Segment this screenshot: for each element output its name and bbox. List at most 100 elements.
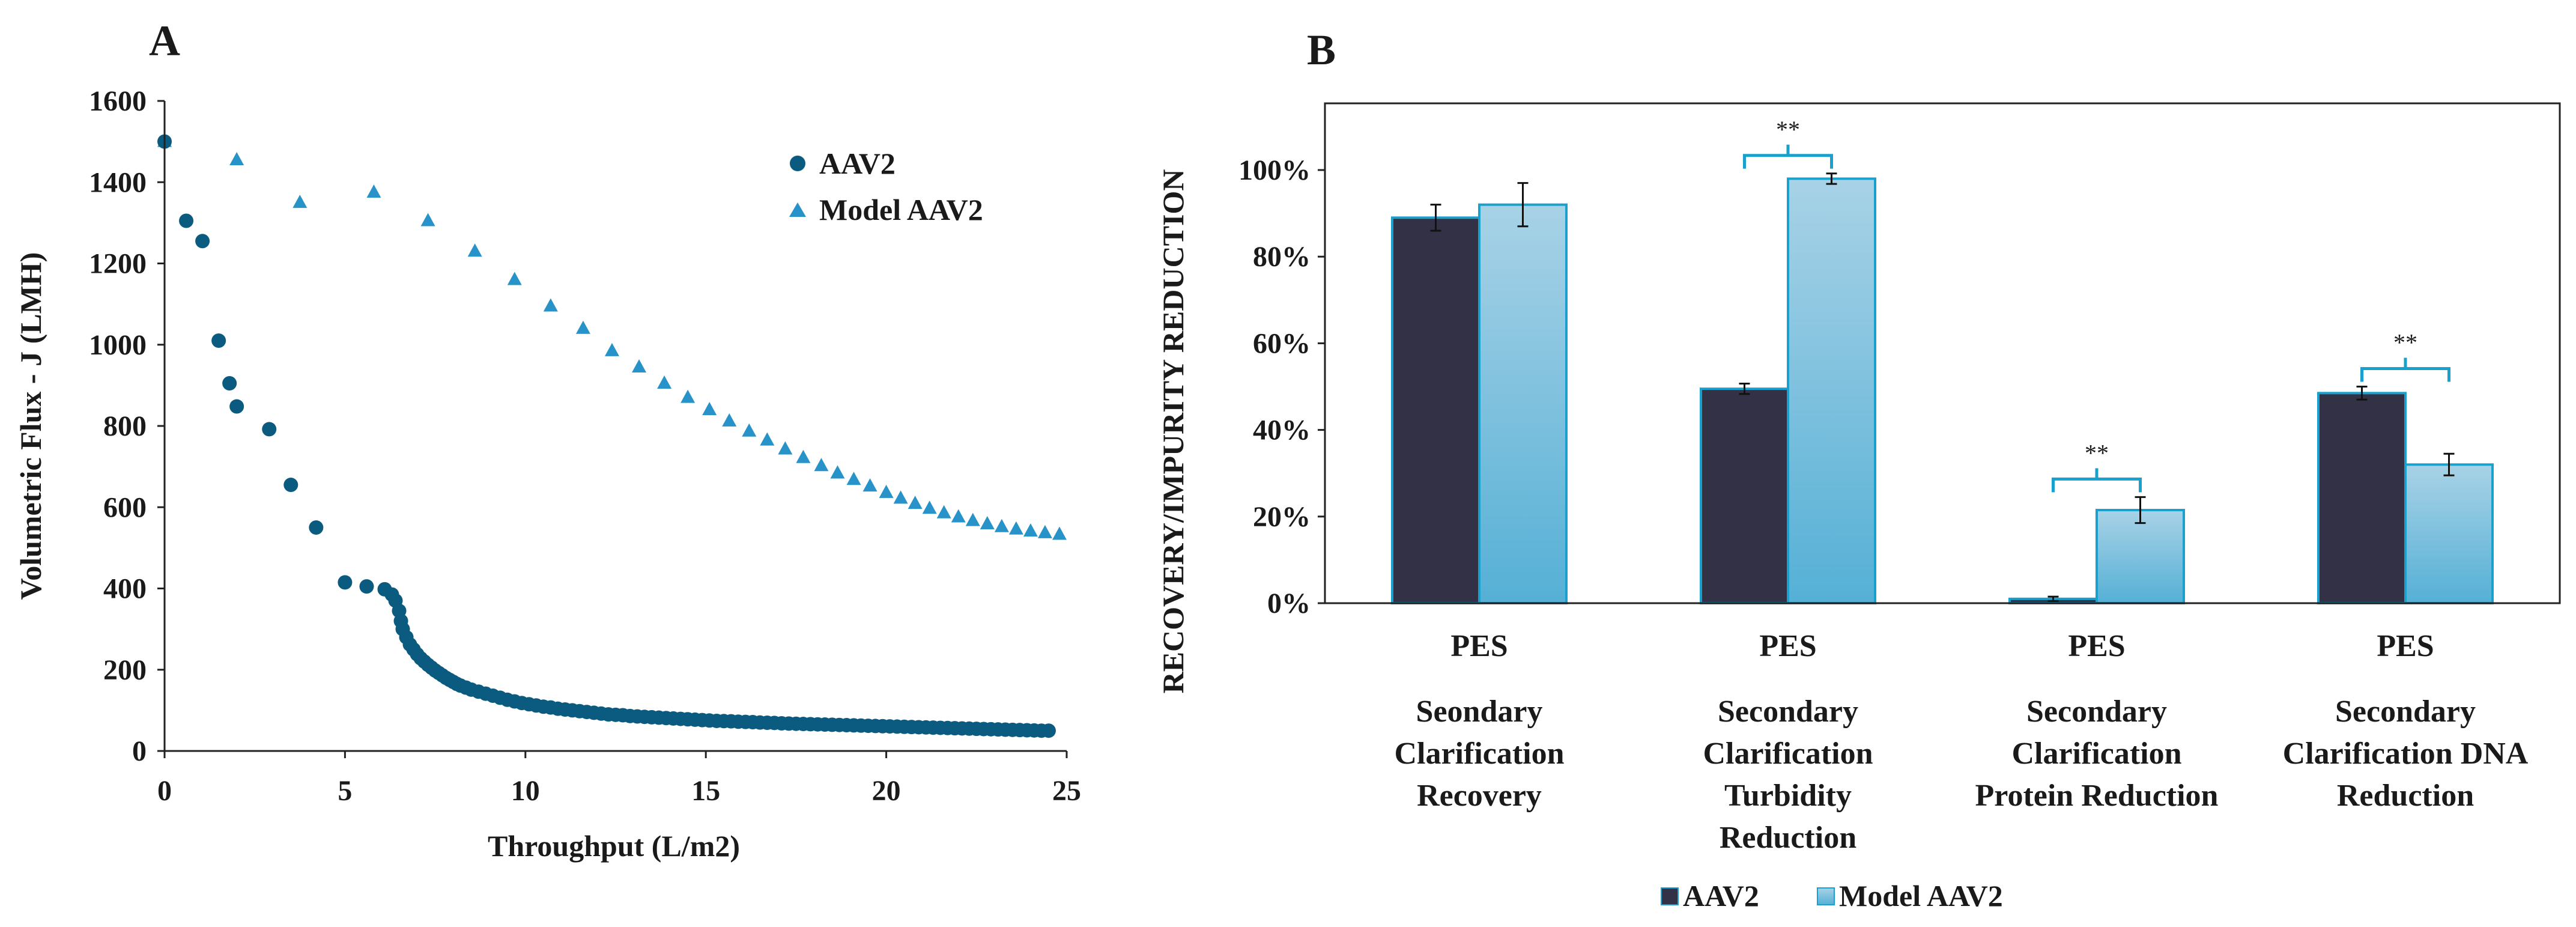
aav2-point [222, 375, 237, 391]
y-tick-label: 100% [1238, 154, 1311, 186]
category-label-line: Secondary [1718, 694, 1858, 729]
y-tick-label: 0% [1267, 588, 1311, 619]
legend-aav2-swatch [1661, 887, 1679, 905]
category-group-label: PES [1759, 629, 1816, 663]
category-label-line: Secondary [2335, 694, 2476, 729]
model-aav2-point [702, 401, 717, 415]
model-aav2-point [657, 375, 672, 389]
legend-aav2-label: AAV2 [819, 147, 896, 180]
model-aav2-point [722, 413, 737, 427]
model-aav2-point [980, 515, 995, 529]
legend-aav2-marker [790, 156, 805, 171]
model-aav2-point [760, 432, 775, 446]
category-label-line: Reduction [2337, 779, 2474, 813]
model-aav2-point [862, 478, 877, 492]
panel-b-chart: B 0% 20% 40% 60% 80% 100% ** ** ** PES Seondary C… [1156, 26, 2561, 913]
model-aav2-point [908, 496, 923, 509]
category-label-line: Turbidity [1724, 779, 1852, 813]
aav2-point [1041, 723, 1056, 738]
model-aav2-point [1023, 523, 1038, 537]
panel-a-x-axis-title: Throughput (L/m2) [488, 829, 740, 863]
aav2-point [359, 579, 374, 594]
y-tick-label: 200 [103, 654, 147, 686]
model-aav2-point [830, 465, 845, 479]
panel-b-legend: AAV2 Model AAV2 [1661, 879, 2003, 913]
aav2-point [309, 520, 324, 535]
significance-label: ** [1776, 116, 1800, 143]
model-aav2-point [922, 500, 937, 514]
category-group-label: PES [1450, 629, 1508, 663]
y-tick-label: 60% [1253, 327, 1311, 359]
x-tick-label: 5 [338, 775, 352, 807]
model-aav2-point [420, 213, 435, 226]
model-aav2-point [879, 484, 894, 498]
model-aav2-bar [1478, 203, 1568, 604]
category-group-label: PES [2068, 629, 2125, 663]
category-label-line: Secondary [2026, 694, 2167, 729]
panel-b-y-axis-title: RECOVERY/IMPURITY REDUCTION [1156, 169, 1190, 694]
legend-model-aav2-text: Model AAV2 [1839, 879, 2003, 913]
y-tick-label: 600 [103, 491, 147, 523]
panel-a-label: A [149, 17, 180, 65]
panel-a-chart: A 0 200 400 600 800 1000 1200 1400 1600 0 5 10 15 20 2… [14, 17, 1081, 863]
category-label-line: Recovery [1417, 779, 1542, 813]
model-aav2-point [1037, 524, 1052, 538]
model-aav2-bar [2404, 463, 2494, 605]
legend-model-aav2-marker [789, 202, 806, 217]
model-aav2-point [965, 512, 980, 526]
x-tick-label: 0 [157, 775, 172, 807]
significance-bracket [1743, 144, 1833, 169]
model-aav2-point [575, 320, 590, 334]
x-tick-label: 15 [691, 775, 720, 807]
y-tick-label: 1400 [89, 166, 147, 198]
model-aav2-point [994, 518, 1009, 532]
category-label-line: Protein Reduction [1975, 779, 2219, 813]
y-tick-label: 800 [103, 410, 147, 442]
model-aav2-point [796, 449, 811, 463]
y-tick-label: 1600 [89, 85, 147, 117]
x-tick-label: 10 [511, 775, 540, 807]
category-label-line: Seondary [1416, 694, 1543, 729]
model-aav2-point [366, 184, 381, 198]
legend-model-aav2-label: Model AAV2 [819, 193, 983, 226]
model-aav2-point [229, 152, 244, 166]
model-aav2-point [742, 423, 757, 437]
model-aav2-bar [1787, 177, 1876, 605]
aav2-point [211, 333, 226, 348]
significance-bracket [2360, 357, 2450, 382]
significance-bracket [2052, 468, 2142, 493]
aav2-point [283, 478, 299, 493]
x-tick-label: 25 [1052, 775, 1081, 807]
x-tick-label: 20 [872, 775, 901, 807]
y-tick-label: 1200 [89, 248, 147, 280]
model-aav2-point [632, 359, 647, 372]
model-aav2-point [814, 458, 829, 472]
model-aav2-point [604, 342, 619, 356]
model-aav2-point [543, 298, 558, 312]
panel-a-legend: AAV2 Model AAV2 [789, 147, 983, 226]
y-tick-label: 40% [1253, 415, 1311, 446]
aav2-bar [1700, 388, 1789, 604]
y-tick-label: 400 [103, 573, 147, 605]
model-aav2-point [1052, 526, 1067, 540]
y-tick-label: 20% [1253, 501, 1311, 533]
legend-aav2-text: AAV2 [1683, 879, 1759, 913]
category-label-line: Clarification DNA [2283, 737, 2529, 771]
model-aav2-point [893, 490, 908, 504]
aav2-point [179, 213, 194, 228]
significance-label: ** [2085, 439, 2109, 466]
y-tick-label: 80% [1253, 241, 1311, 273]
significance-label: ** [2393, 329, 2417, 356]
legend-model-aav2-swatch [1817, 887, 1835, 905]
aav2-bar [1391, 216, 1480, 604]
panel-b-label: B [1307, 26, 1336, 74]
model-aav2-point [778, 441, 793, 455]
category-group-label: PES [2377, 629, 2434, 663]
y-tick-label: 0 [132, 735, 147, 767]
model-aav2-point [951, 509, 966, 523]
aav2-point [338, 575, 353, 590]
aav2-point [229, 399, 244, 414]
model-aav2-point [467, 243, 482, 257]
panel-a-y-axis-title: Volumetric Flux - J (LMH) [14, 252, 47, 600]
